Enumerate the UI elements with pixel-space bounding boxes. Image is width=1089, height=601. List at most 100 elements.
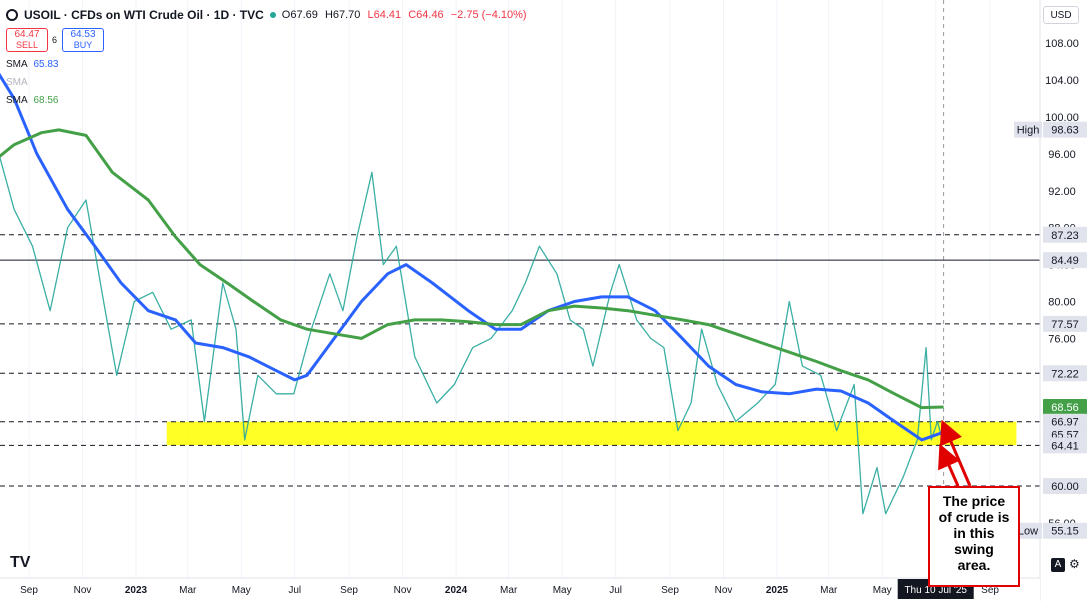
swing-zone	[166, 421, 1017, 446]
indicator-sma-1[interactable]: SMA 65.83	[6, 59, 58, 70]
symbol-logo-icon	[6, 9, 18, 21]
x-tick-label: Thu 10 Jul '25	[904, 585, 967, 596]
indicator-name: SMA	[6, 95, 28, 106]
annotation-callout: The price of crude is in this swing area…	[928, 486, 1020, 587]
x-tick-label: Sep	[340, 585, 358, 596]
currency-selector[interactable]: USD	[1043, 6, 1079, 24]
price-series	[0, 155, 945, 515]
price-badge-label: 77.57	[1051, 319, 1079, 331]
x-tick-label: May	[232, 585, 251, 596]
sma-line-1	[0, 72, 945, 442]
x-tick-label: Mar	[500, 585, 518, 596]
price-badge	[1043, 437, 1087, 454]
price-line	[0, 155, 945, 515]
x-tick-label: Sep	[20, 585, 38, 596]
price-badge-tag	[1014, 121, 1042, 138]
price-badge	[1043, 413, 1087, 430]
y-tick-label: 76.00	[1048, 333, 1076, 345]
x-tick-label: Nov	[74, 585, 92, 596]
x-tick-label: Jul	[609, 585, 622, 596]
buy-label: BUY	[73, 40, 93, 50]
x-tick-label: 2024	[445, 585, 468, 596]
callout-line: swing	[954, 541, 994, 557]
x-tick-label: May	[553, 585, 572, 596]
indicator-value: 65.83	[33, 59, 59, 70]
low-value: L64.41	[367, 9, 402, 21]
callout-line: area.	[957, 557, 991, 573]
price-badge-label: 64.41	[1051, 440, 1079, 452]
support-zone	[166, 421, 1017, 446]
price-badge	[1043, 252, 1087, 269]
indicator-name: SMA	[6, 77, 28, 88]
price-badge-tag	[1014, 522, 1042, 539]
horizontal-levels	[0, 234, 1040, 487]
buy-price: 64.53	[70, 29, 96, 40]
price-badge-label: 87.23	[1051, 230, 1079, 242]
sell-price: 64.47	[14, 29, 40, 40]
indicator-sma-3[interactable]: SMA 68.56	[6, 95, 58, 106]
tradingview-logo-icon: TV	[10, 554, 31, 571]
sma-series	[0, 72, 945, 442]
x-tick-label: Jul	[288, 585, 301, 596]
ohlc-readout: O67.69 H67.70 L64.41 C64.46 −2.75 (−4.10…	[282, 9, 531, 21]
callout-line: The price	[942, 493, 1006, 509]
x-tick-label: Nov	[715, 585, 733, 596]
callout-line: in this	[953, 525, 995, 541]
change-value: −2.75 (−4.10%)	[450, 9, 527, 21]
price-axis	[1040, 0, 1089, 601]
chart-header: USOIL · CFDs on WTI Crude Oil · 1D · TVC…	[6, 6, 531, 24]
indicator-sma-2[interactable]: SMA	[6, 77, 28, 88]
y-tick-label: 100.00	[1045, 112, 1079, 124]
spread-value: 6	[52, 35, 58, 45]
arrow-to-zone-bottom	[938, 443, 961, 487]
sell-button[interactable]: 64.47 SELL	[6, 28, 48, 52]
y-tick-label: 96.00	[1048, 149, 1076, 161]
x-tick-label: Mar	[179, 585, 197, 596]
open-value: O67.69	[281, 9, 318, 21]
x-tick-label: Sep	[661, 585, 679, 596]
auto-scale-button[interactable]: A	[1051, 558, 1065, 572]
price-badge-label: 72.22	[1051, 368, 1079, 380]
market-status-icon	[269, 12, 276, 18]
x-tick-label: 2023	[125, 585, 148, 596]
price-badge	[1043, 121, 1087, 138]
price-badge-label: 98.63	[1051, 125, 1079, 137]
x-tick-label: Mar	[820, 585, 838, 596]
price-badge-label: 84.49	[1051, 255, 1079, 267]
price-badge	[1043, 399, 1087, 416]
symbol-title[interactable]: USOIL · CFDs on WTI Crude Oil · 1D · TVC	[24, 8, 264, 22]
y-tick-label: 108.00	[1045, 38, 1079, 50]
x-tick-label: May	[873, 585, 892, 596]
price-badge	[1043, 226, 1087, 243]
buy-button[interactable]: 64.53 BUY	[62, 28, 104, 52]
gear-icon[interactable]: ⚙	[1069, 557, 1080, 571]
y-tick-label: 80.00	[1048, 297, 1076, 309]
annotation-arrows	[938, 419, 972, 487]
time-axis	[0, 578, 1040, 601]
close-value: C64.46	[408, 9, 444, 21]
price-badge	[1043, 315, 1087, 332]
x-tick-label: Sep	[981, 585, 999, 596]
price-badge	[1043, 522, 1087, 539]
price-badge-label: 60.00	[1051, 481, 1079, 493]
price-badge-label: 55.15	[1051, 526, 1079, 538]
x-tick-label: 2025	[766, 585, 789, 596]
price-badge-label: 68.56	[1051, 402, 1079, 414]
price-badge	[1043, 478, 1087, 494]
price-badge-label: 66.97	[1051, 417, 1079, 429]
callout-line: of crude is	[938, 509, 1010, 525]
grid-lines	[28, 0, 991, 578]
y-tick-label: 104.00	[1045, 75, 1079, 87]
price-badge-tag-label: High	[1017, 125, 1040, 137]
sell-label: SELL	[15, 40, 39, 50]
price-badge-tag-label: Low	[1018, 526, 1038, 538]
indicator-name: SMA	[6, 59, 28, 70]
high-value: H67.70	[324, 9, 361, 21]
sma-line-2	[0, 128, 944, 410]
price-badge	[1043, 365, 1087, 382]
x-tick-label: Nov	[394, 585, 412, 596]
y-tick-label: 92.00	[1048, 186, 1076, 198]
indicator-value: 68.56	[33, 95, 59, 106]
